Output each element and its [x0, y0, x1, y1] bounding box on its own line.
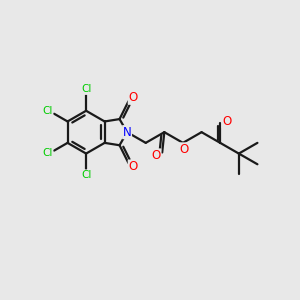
- Text: O: O: [128, 160, 137, 173]
- Text: O: O: [180, 143, 189, 156]
- Text: Cl: Cl: [42, 148, 53, 158]
- Text: Cl: Cl: [81, 84, 91, 94]
- Text: N: N: [123, 126, 131, 139]
- Text: Cl: Cl: [81, 170, 91, 180]
- Text: Cl: Cl: [42, 106, 53, 116]
- Text: O: O: [128, 91, 137, 104]
- Text: O: O: [222, 115, 231, 128]
- Text: O: O: [152, 149, 161, 162]
